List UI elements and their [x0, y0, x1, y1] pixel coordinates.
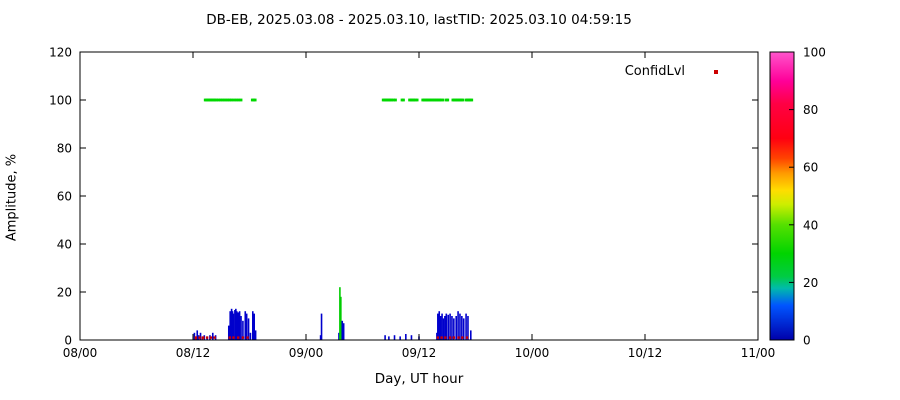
- svg-text:60: 60: [803, 161, 818, 175]
- svg-text:08/00: 08/00: [63, 346, 98, 360]
- legend-label: ConfidLvl: [624, 64, 685, 79]
- svg-text:20: 20: [57, 286, 72, 300]
- svg-text:100: 100: [803, 46, 826, 60]
- svg-text:60: 60: [57, 190, 72, 204]
- svg-text:40: 40: [803, 218, 818, 232]
- svg-text:09/12: 09/12: [402, 346, 437, 360]
- svg-text:80: 80: [803, 103, 818, 117]
- chart-title: DB-EB, 2025.03.08 - 2025.03.10, lastTID:…: [206, 12, 632, 28]
- svg-text:120: 120: [49, 46, 72, 60]
- svg-text:08/12: 08/12: [176, 346, 211, 360]
- legend-point-marker-icon: [714, 70, 718, 74]
- svg-text:09/00: 09/00: [289, 346, 324, 360]
- svg-text:40: 40: [57, 238, 72, 252]
- svg-text:100: 100: [49, 94, 72, 108]
- data-points: [193, 98, 474, 340]
- svg-text:0: 0: [803, 334, 811, 348]
- svg-text:10/12: 10/12: [628, 346, 663, 360]
- svg-text:80: 80: [57, 142, 72, 156]
- axes: 08/00 08/12 09/00 09/12 10/00 10/12 11/00 0 20 40…: [49, 46, 775, 361]
- x-axis-label: Day, UT hour: [374, 371, 464, 387]
- svg-text:0: 0: [64, 334, 72, 348]
- svg-text:20: 20: [803, 276, 818, 290]
- colorbar: 0 20 40 60 80 100: [769, 46, 826, 348]
- svg-text:10/00: 10/00: [515, 346, 550, 360]
- svg-text:11/00: 11/00: [741, 346, 776, 360]
